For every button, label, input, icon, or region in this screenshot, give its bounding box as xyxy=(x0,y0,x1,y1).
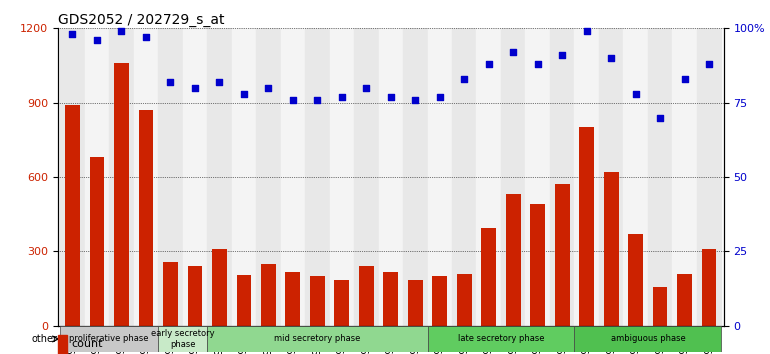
Bar xyxy=(60,326,158,352)
Point xyxy=(434,94,446,99)
Bar xyxy=(182,28,207,326)
Bar xyxy=(207,28,232,326)
Text: proliferative phase: proliferative phase xyxy=(69,335,149,343)
Bar xyxy=(574,326,721,352)
Bar xyxy=(433,276,447,326)
Bar xyxy=(403,28,427,326)
Point xyxy=(678,76,691,82)
Bar xyxy=(624,28,648,326)
Point xyxy=(703,61,715,67)
Bar xyxy=(477,28,501,326)
Bar xyxy=(550,28,574,326)
Point xyxy=(189,85,201,91)
Bar xyxy=(134,28,158,326)
Bar xyxy=(672,28,697,326)
Bar xyxy=(653,287,668,326)
Point xyxy=(384,94,397,99)
Bar xyxy=(212,249,226,326)
Bar xyxy=(701,249,716,326)
Bar xyxy=(555,184,570,326)
Bar xyxy=(89,157,104,326)
Bar xyxy=(310,276,325,326)
Point xyxy=(116,28,128,34)
Bar xyxy=(65,105,80,326)
Point xyxy=(336,94,348,99)
Bar xyxy=(286,273,300,326)
Point xyxy=(360,85,373,91)
Point xyxy=(458,76,470,82)
Bar xyxy=(379,28,403,326)
Bar xyxy=(383,273,398,326)
Text: early secretory
phase: early secretory phase xyxy=(151,329,215,349)
Bar xyxy=(280,28,305,326)
Bar xyxy=(648,28,672,326)
Bar xyxy=(599,28,624,326)
Bar xyxy=(114,63,129,326)
Point xyxy=(630,91,642,97)
Bar xyxy=(207,326,427,352)
Bar xyxy=(427,28,452,326)
Text: mid secretory phase: mid secretory phase xyxy=(274,335,360,343)
Point xyxy=(213,79,226,85)
Point xyxy=(654,115,666,120)
Point xyxy=(409,97,421,103)
Point xyxy=(164,79,176,85)
Bar xyxy=(506,194,521,326)
Bar xyxy=(457,274,471,326)
Bar xyxy=(678,274,692,326)
Bar xyxy=(481,228,496,326)
Point xyxy=(556,52,568,58)
Bar xyxy=(305,28,330,326)
Bar xyxy=(256,28,280,326)
Bar xyxy=(334,280,349,326)
Bar xyxy=(628,234,643,326)
Point xyxy=(507,49,520,55)
Point xyxy=(483,61,495,67)
Bar xyxy=(330,28,354,326)
Bar xyxy=(163,263,178,326)
Bar xyxy=(236,275,251,326)
Bar xyxy=(109,28,134,326)
Bar xyxy=(85,28,109,326)
Bar xyxy=(408,280,423,326)
Text: GDS2052 / 202729_s_at: GDS2052 / 202729_s_at xyxy=(58,13,224,27)
Bar xyxy=(158,28,182,326)
Point xyxy=(531,61,544,67)
Point xyxy=(91,38,103,43)
Bar xyxy=(261,264,276,326)
Text: ambiguous phase: ambiguous phase xyxy=(611,335,685,343)
Text: count: count xyxy=(72,339,103,349)
Point xyxy=(605,55,618,61)
Bar xyxy=(501,28,525,326)
Point xyxy=(311,97,323,103)
Bar xyxy=(427,326,574,352)
Bar xyxy=(188,266,203,326)
Bar xyxy=(452,28,477,326)
Point xyxy=(286,97,299,103)
Point xyxy=(262,85,274,91)
Point xyxy=(139,34,152,40)
Bar xyxy=(574,28,599,326)
Bar xyxy=(579,127,594,326)
Bar xyxy=(158,326,207,352)
Bar xyxy=(531,204,545,326)
Point xyxy=(238,91,250,97)
Bar xyxy=(359,266,373,326)
Bar xyxy=(604,172,618,326)
Point xyxy=(581,28,593,34)
Bar xyxy=(354,28,379,326)
Text: late secretory phase: late secretory phase xyxy=(457,335,544,343)
Bar xyxy=(232,28,256,326)
Bar xyxy=(139,110,153,326)
Point xyxy=(66,32,79,37)
Bar xyxy=(525,28,550,326)
Text: other: other xyxy=(32,334,57,344)
Bar xyxy=(60,28,85,326)
Bar xyxy=(697,28,721,326)
